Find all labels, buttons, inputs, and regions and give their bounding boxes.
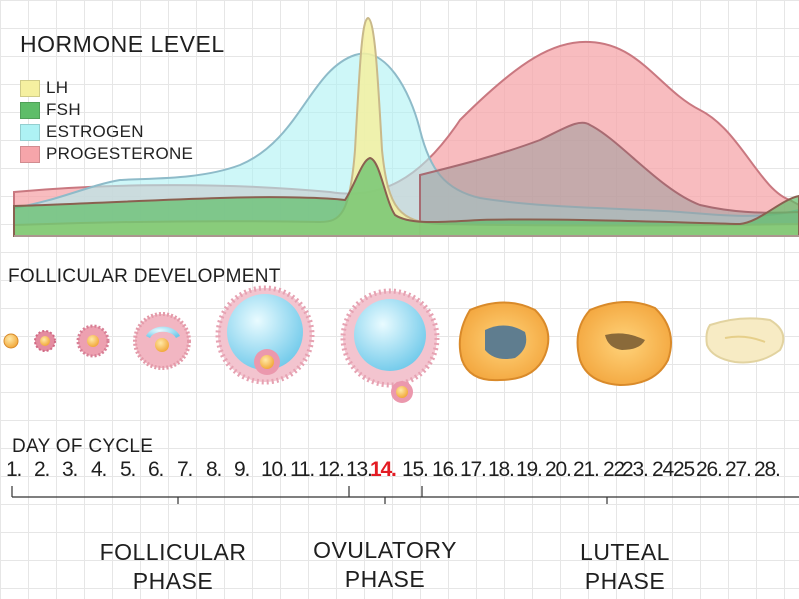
phase-follicular-line2: PHASE	[132, 568, 214, 594]
day-label: 11.	[290, 458, 315, 481]
day-label: 17.	[460, 458, 487, 481]
day-label-highlight: 14.	[370, 458, 397, 481]
follicle-stage-2	[34, 330, 56, 352]
phase-ovulatory: OVULATORY PHASE	[300, 536, 470, 594]
day-label: 19.	[516, 458, 543, 481]
day-label: 13.	[346, 458, 373, 481]
phase-follicular: FOLLICULAR PHASE	[88, 538, 258, 596]
day-label: 1.	[6, 458, 22, 481]
day-label: 15.	[402, 458, 429, 481]
day-label: 7.	[177, 458, 193, 481]
day-label: 4.	[91, 458, 107, 481]
phase-follicular-line1: FOLLICULAR	[99, 539, 247, 565]
legend-item-estrogen: ESTROGEN	[20, 122, 144, 142]
chart-title: HORMONE LEVEL	[20, 31, 225, 57]
day-label: 10.	[261, 458, 288, 481]
legend-label-fsh: FSH	[46, 100, 81, 119]
day-label: 28.	[754, 458, 781, 481]
day-label: 2.	[34, 458, 50, 481]
legend-label-lh: LH	[46, 78, 69, 97]
day-row: 1. 2. 3. 4. 5. 6. 7. 8. 9. 10. 11. 12. 1…	[6, 458, 799, 486]
day-label: 20.	[545, 458, 572, 481]
day-label: 6.	[148, 458, 164, 481]
day-label: 24	[652, 458, 674, 481]
day-label: 5.	[120, 458, 136, 481]
legend-label-estrogen: ESTROGEN	[46, 122, 144, 141]
follicular-heading: FOLLICULAR DEVELOPMENT	[8, 266, 281, 287]
phase-brackets	[11, 486, 799, 504]
day-label: 26.	[696, 458, 723, 481]
follicle-illustrations	[3, 285, 785, 403]
day-label: 8.	[206, 458, 222, 481]
legend-item-progesterone: PROGESTERONE	[20, 144, 193, 164]
fsh-curve	[13, 156, 799, 237]
progesterone-swatch	[20, 145, 40, 163]
follicle-stage-5	[215, 285, 315, 385]
day-label: 21.	[573, 458, 600, 481]
legend-item-lh: LH	[20, 78, 68, 98]
day-label: 22	[603, 458, 625, 481]
day-label: 12.	[318, 458, 345, 481]
estrogen-swatch	[20, 123, 40, 141]
day-label: 16.	[432, 458, 459, 481]
lh-swatch	[20, 79, 40, 97]
follicle-stage-1	[3, 333, 19, 349]
day-label: 27.	[725, 458, 752, 481]
phase-luteal: LUTEAL PHASE	[540, 538, 710, 596]
overlap-shade	[419, 121, 799, 237]
hormone-curves	[13, 16, 799, 237]
day-label: 3.	[62, 458, 78, 481]
follicle-stage-4	[133, 312, 191, 370]
follicle-stage-6	[340, 288, 440, 403]
phase-luteal-line1: LUTEAL	[580, 539, 670, 565]
phase-ovulatory-line1: OVULATORY	[313, 537, 457, 563]
day-label: 18.	[488, 458, 515, 481]
day-label: 23.	[622, 458, 649, 481]
follicle-stage-3	[76, 324, 110, 358]
legend-item-fsh: FSH	[20, 100, 81, 120]
day-label: 25	[673, 458, 695, 481]
corpus-luteum-mature	[576, 300, 672, 387]
corpus-albicans	[705, 317, 785, 364]
legend-label-progesterone: PROGESTERONE	[46, 144, 194, 163]
day-heading: DAY OF CYCLE	[12, 436, 154, 457]
corpus-luteum-early	[458, 301, 550, 382]
phase-luteal-line2: PHASE	[584, 568, 666, 594]
day-label: 9.	[234, 458, 250, 481]
phase-ovulatory-line2: PHASE	[344, 566, 426, 592]
fsh-swatch	[20, 101, 40, 119]
